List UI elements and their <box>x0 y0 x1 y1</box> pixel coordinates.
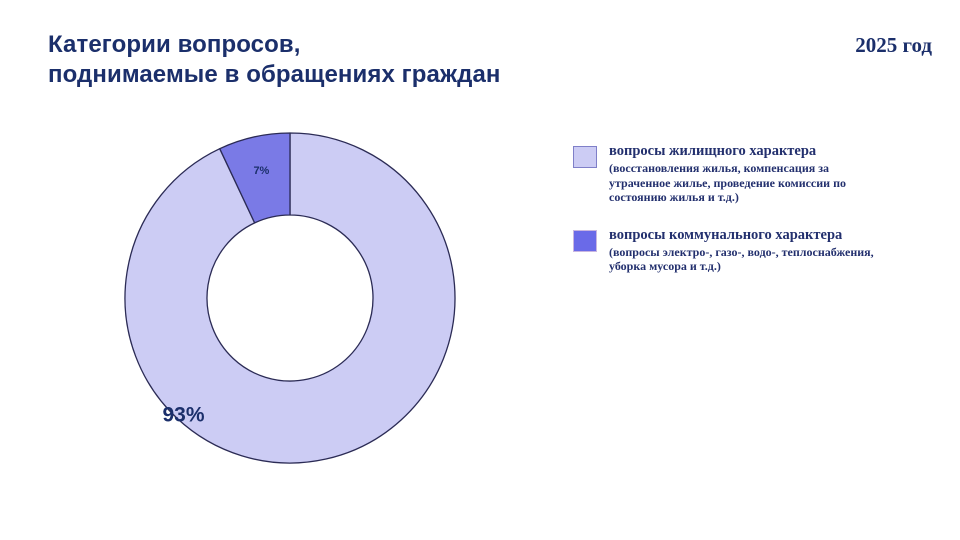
page-title-line-1: Категории вопросов, <box>48 31 301 58</box>
legend-swatch-utilities <box>573 229 597 252</box>
year-label: 2025 год <box>855 33 932 57</box>
legend-description-housing: (восстановления жилья, компенсация за ут… <box>609 161 923 205</box>
legend-item-utilities[interactable]: вопросы коммунального характера (вопросы… <box>573 227 923 274</box>
donut-label-7: 7% <box>253 165 269 177</box>
legend-heading-housing: вопросы жилищного характера <box>609 143 817 159</box>
page-title: Категории вопросов, поднимаемые в обраще… <box>48 30 568 90</box>
legend-heading-utilities: вопросы коммунального характера <box>609 226 843 243</box>
legend-description-utilities-line-2: уборка мусора и т.д.) <box>609 259 721 273</box>
page-title-line-2: поднимаемые в обращениях граждан <box>48 61 501 88</box>
legend-description-utilities: (вопросы электро-, газо-, водо-, теплосн… <box>609 245 923 274</box>
donut-chart: 93% 7% <box>110 118 470 478</box>
donut-label-93: 93% <box>162 404 204 427</box>
donut-slices <box>124 132 456 464</box>
donut-slice-housing[interactable] <box>124 132 456 464</box>
legend-description-housing-line-1: (восстановления жилья, компенсация за <box>609 161 830 175</box>
legend-description-utilities-line-1: (вопросы электро-, газо-, водо-, теплосн… <box>609 244 874 259</box>
legend-item-housing[interactable]: вопросы жилищного характера (восстановле… <box>573 143 923 205</box>
legend-description-housing-line-2: утраченное жилье, проведение комиссии по <box>609 175 846 190</box>
legend-description-housing-line-3: состоянию жилья и т.д.) <box>609 190 739 204</box>
legend-swatch-housing <box>573 146 597 168</box>
donut-chart-svg: 93% 7% <box>124 132 456 464</box>
donut-slice-utilities[interactable] <box>219 132 291 224</box>
chart-legend: вопросы жилищного характера (восстановле… <box>573 143 923 296</box>
